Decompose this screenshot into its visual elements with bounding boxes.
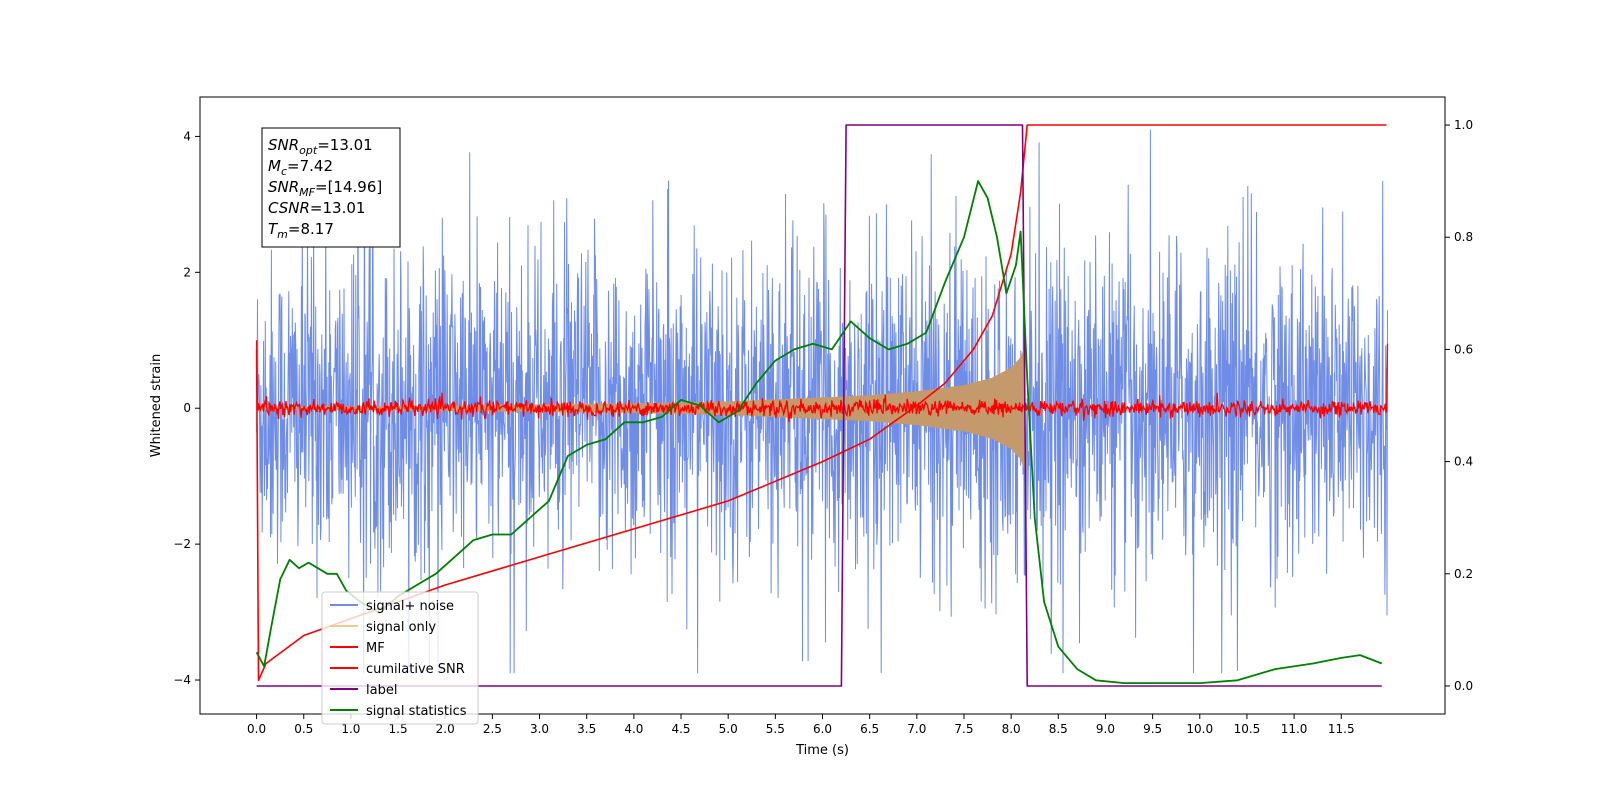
x-tick-label: 5.5: [766, 722, 785, 736]
y-tick-label-right: 1.0: [1454, 118, 1473, 132]
x-tick-label: 0.0: [247, 722, 266, 736]
legend-label: signal+ noise: [366, 599, 454, 614]
series-signal-only: [256, 343, 1026, 473]
x-tick-label: 11.5: [1328, 722, 1355, 736]
x-tick-label: 9.5: [1143, 722, 1162, 736]
x-tick-label: 3.5: [577, 722, 596, 736]
y-tick-label-right: 0.2: [1454, 567, 1473, 581]
x-tick-label: 4.0: [624, 722, 643, 736]
series-mf: [255, 340, 1389, 423]
x-tick-label: 6.5: [860, 722, 879, 736]
x-tick-label: 6.0: [813, 722, 832, 736]
y-tick-label-left: −4: [173, 673, 191, 687]
x-tick-label: 3.0: [530, 722, 549, 736]
legend-label: MF: [366, 641, 385, 656]
x-tick-label: 8.5: [1049, 722, 1068, 736]
x-tick-label: 10.0: [1186, 722, 1213, 736]
x-tick-label: 0.5: [294, 722, 313, 736]
y-axis-label-left: Whitened strain: [149, 354, 164, 457]
y-tick-label-right: 0.0: [1454, 679, 1473, 693]
x-tick-label: 1.0: [341, 722, 360, 736]
legend-frame: [321, 591, 479, 725]
legend-label: label: [366, 683, 397, 698]
x-tick-label: 11.0: [1281, 722, 1308, 736]
legend-label: cumilative SNR: [366, 662, 465, 677]
x-tick-label: 2.5: [483, 722, 502, 736]
x-tick-label: 7.5: [954, 722, 973, 736]
plot-area: [255, 124, 1389, 687]
legend: signal+ noise signal only MF cumilative SNR…: [321, 591, 479, 725]
x-tick-label: 9.0: [1096, 722, 1115, 736]
series-cumulative-snr: [255, 124, 1387, 682]
annotation-line: SNRMF=[14.96]: [268, 178, 382, 199]
x-tick-label: 8.0: [1002, 722, 1021, 736]
x-tick-label: 1.5: [389, 722, 408, 736]
annotation-line: Mc=7.42: [268, 157, 333, 178]
series-label: [256, 124, 1382, 687]
y-tick-label-left: 2: [183, 265, 191, 279]
x-tick-label: 5.0: [719, 722, 738, 736]
x-axis-label: Time (s): [795, 743, 849, 758]
y-tick-label-left: 4: [183, 129, 191, 143]
x-tick-label: 7.0: [907, 722, 926, 736]
y-tick-label-right: 0.6: [1454, 342, 1473, 356]
legend-label: signal statistics: [366, 704, 467, 719]
y-tick-label-left: −2: [173, 537, 191, 551]
annotation-line: CSNR=13.01: [268, 199, 365, 217]
annotation-line: Tm=8.17: [268, 220, 334, 241]
x-tick-label: 2.0: [436, 722, 455, 736]
y-tick-label-right: 0.8: [1454, 230, 1473, 244]
annotation-line: SNRopt=13.01: [268, 136, 373, 157]
x-tick-label: 10.5: [1234, 722, 1261, 736]
x-tick-label: 4.5: [671, 722, 690, 736]
annotation-frame: [261, 127, 401, 248]
legend-label: signal only: [366, 620, 436, 635]
series-signal-noise: [256, 129, 1388, 674]
y-tick-label-right: 0.4: [1454, 455, 1473, 469]
y-tick-label-left: 0: [183, 401, 191, 415]
stats-annotation: SNRopt=13.01Mc=7.42SNRMF=[14.96]CSNR=13.…: [261, 127, 401, 248]
axes: 0.0 0.5 1.0 1.5 2.0 2.5 3.0 3.5 4.0 4.5 5.0 5.5 6.0 6…: [173, 96, 1473, 736]
